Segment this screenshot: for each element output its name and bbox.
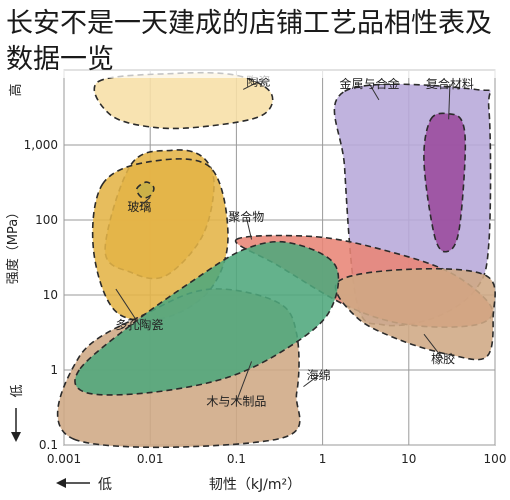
y-tick-label: 1: [50, 363, 58, 377]
region-label: 多孔陶瓷: [115, 317, 163, 332]
region-label: 复合材料: [426, 76, 474, 91]
leader-line: [115, 288, 140, 326]
leader-line: [303, 374, 319, 388]
page-title: 长安不是一天建成的店铺工艺品相性表及数据一览: [6, 8, 492, 75]
leader-line: [235, 361, 253, 402]
x-axis-low-label: 低: [98, 477, 112, 493]
region-label: 聚合物: [228, 209, 264, 224]
y-tick-label: 100: [35, 213, 58, 227]
y-tick-label: 0.1: [39, 438, 58, 452]
x-tick-label: 10: [401, 452, 416, 466]
material-regions: [56, 71, 496, 449]
region-glass-small: [135, 181, 155, 199]
x-axis-label: 韧性（kJ/m²）: [209, 477, 301, 493]
y-axis-high-indicator: 高: [8, 83, 24, 96]
y-axis-high-label: 高: [8, 83, 24, 96]
x-tick-label: 0.1: [227, 452, 246, 466]
region-label: 木与木制品: [206, 395, 266, 409]
region-木与木制品: [74, 240, 340, 396]
region-label: 海绵: [307, 367, 331, 382]
y-axis-low-indicator: 低: [10, 384, 25, 442]
x-axis-low-indicator: 低: [56, 477, 112, 493]
y-axis-low-label: 低: [10, 384, 25, 397]
x-axis-ticks: 0.001 0.01 0.1 1 10 100: [47, 452, 507, 466]
region-label: 金属与合金: [339, 76, 399, 91]
label-leaders: [115, 81, 451, 402]
leader-line: [448, 84, 451, 120]
region-复合材料: [423, 112, 467, 253]
region-橡胶: [334, 267, 496, 361]
y-axis-ticks: 0.1 1 10 100 1,000: [24, 138, 58, 452]
region-label: 橡胶: [431, 351, 455, 366]
leader-line: [369, 83, 380, 101]
x-tick-label: 0.001: [47, 452, 81, 466]
y-axis-label: 强度（MPa）: [5, 206, 21, 284]
y-tick-label: 1,000: [24, 138, 58, 152]
x-tick-label: 1: [319, 452, 327, 466]
x-tick-label: 100: [484, 452, 507, 466]
region-label: 玻璃: [127, 200, 151, 214]
y-tick-label: 10: [43, 288, 58, 302]
leader-line: [423, 333, 444, 360]
leader-line: [245, 216, 253, 240]
x-tick-label: 0.01: [137, 452, 164, 466]
leader-line: [139, 197, 151, 208]
leader-line: [242, 81, 259, 90]
